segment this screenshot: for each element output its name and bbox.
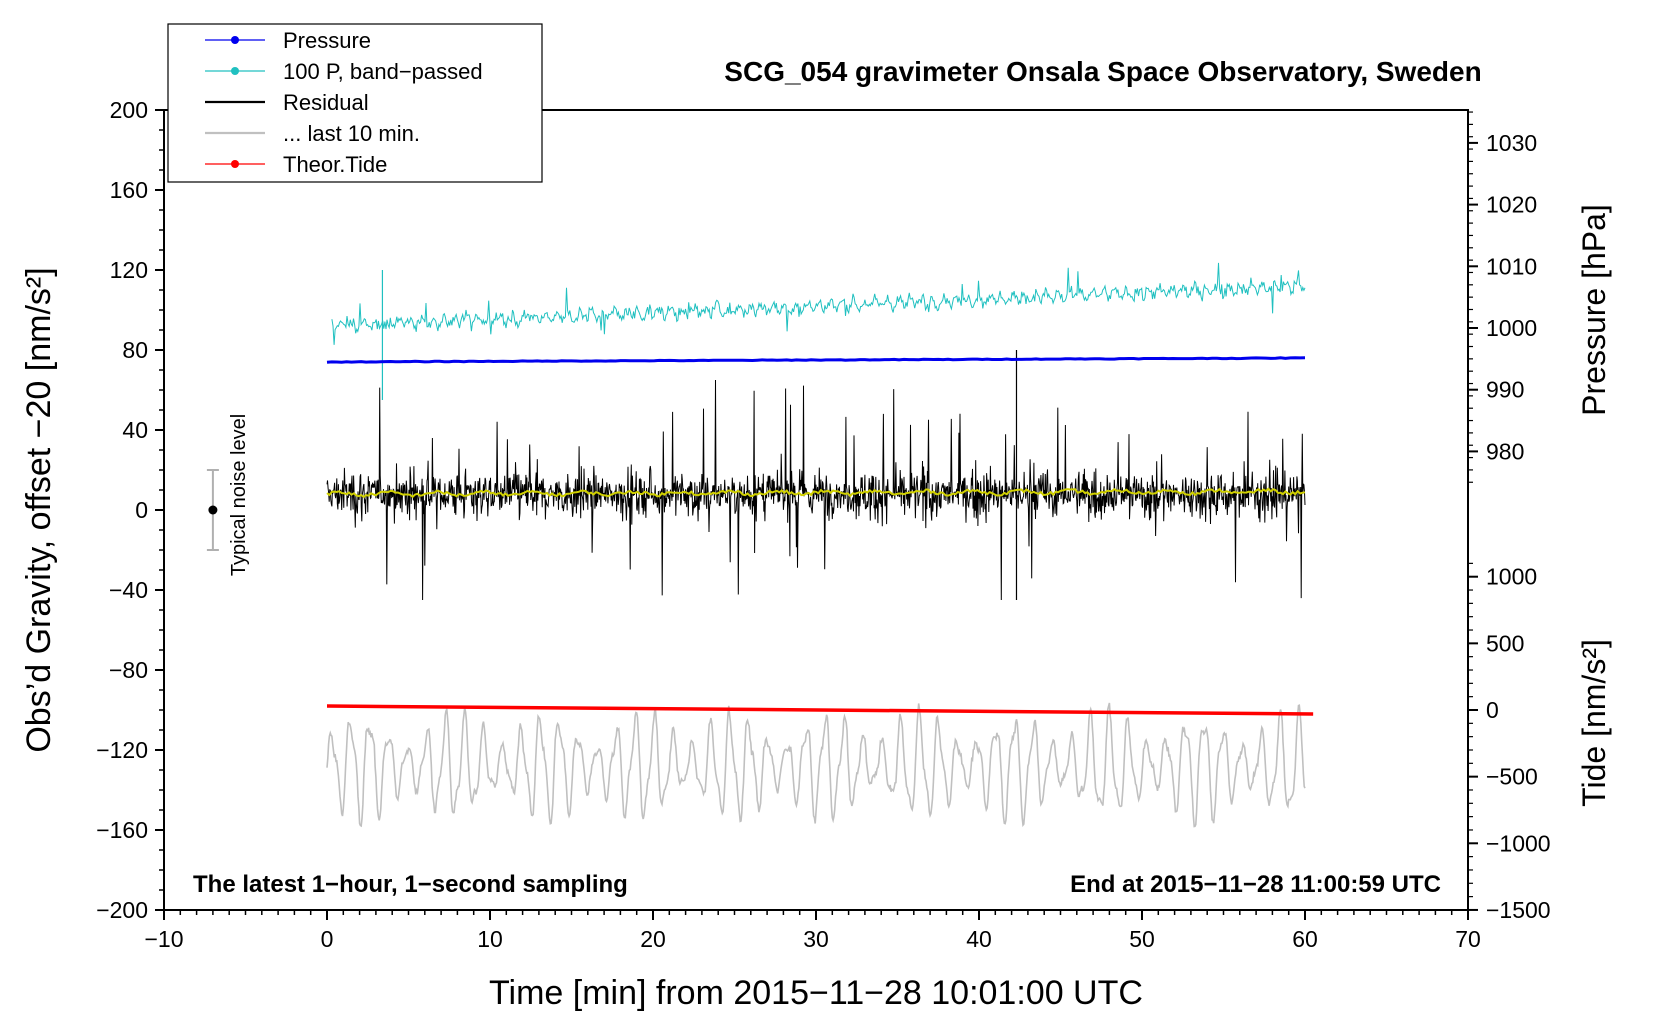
series-last-10-min bbox=[326, 702, 1306, 828]
legend-marker bbox=[231, 36, 239, 44]
x-tick-label: 50 bbox=[1129, 926, 1155, 952]
series-residual-smoothed bbox=[326, 487, 1306, 499]
legend-label: 100 P, band−passed bbox=[283, 59, 483, 84]
x-axis-title: Time [min] from 2015−11−28 10:01:00 UTC bbox=[489, 974, 1143, 1012]
right-axis-tide: −1500 −1000 −500 0 500 1000 bbox=[1468, 562, 1551, 923]
legend-label: Residual bbox=[283, 90, 369, 115]
pressure-axis-title: Pressure [hPa] bbox=[1576, 204, 1612, 416]
y-tick-label: 200 bbox=[110, 97, 148, 123]
x-tick-label: 30 bbox=[803, 926, 829, 952]
x-tick-label: 20 bbox=[640, 926, 666, 952]
left-axis: −200 −160 −120 −80 −40 0 40 80 120 160 200 bbox=[96, 97, 164, 923]
tide-tick-label: 1000 bbox=[1486, 564, 1537, 590]
legend-label: ... last 10 min. bbox=[283, 121, 420, 146]
legend-label: Pressure bbox=[283, 28, 371, 53]
series-pressure bbox=[326, 356, 1306, 364]
noise-level-label: Typical noise level bbox=[228, 414, 250, 576]
series-residual bbox=[326, 379, 1306, 601]
pressure-tick-label: 1030 bbox=[1486, 130, 1537, 156]
pressure-tick-label: 1000 bbox=[1486, 315, 1537, 341]
tide-tick-label: −1000 bbox=[1486, 830, 1551, 856]
chart-title: SCG_054 gravimeter Onsala Space Observat… bbox=[724, 56, 1481, 87]
legend-label: Theor.Tide bbox=[283, 152, 387, 177]
pressure-tick-label: 980 bbox=[1486, 438, 1524, 464]
x-tick-label: 70 bbox=[1455, 926, 1481, 952]
tide-tick-label: −500 bbox=[1486, 764, 1538, 790]
tide-tick-label: 0 bbox=[1486, 697, 1499, 723]
y-tick-label: −80 bbox=[109, 657, 148, 683]
y-tick-label: 120 bbox=[110, 257, 148, 283]
right-axis-pressure: 980 990 1000 1010 1020 1030 bbox=[1468, 111, 1537, 483]
y-axis-title: Obs’d Gravity, offset −20 [nm/s²] bbox=[20, 267, 58, 752]
series-layer bbox=[326, 262, 1314, 828]
right-note: End at 2015−11−28 11:00:59 UTC bbox=[1070, 871, 1441, 898]
x-tick-label: 0 bbox=[321, 926, 334, 952]
noise-level-indicator: Typical noise level bbox=[206, 414, 250, 576]
x-tick-label: −10 bbox=[144, 926, 183, 952]
pressure-tick-label: 990 bbox=[1486, 377, 1524, 403]
pressure-tick-label: 1020 bbox=[1486, 192, 1537, 218]
y-tick-label: −120 bbox=[96, 737, 148, 763]
noise-level-dot bbox=[208, 505, 218, 515]
tide-tick-label: −1500 bbox=[1486, 897, 1551, 923]
bottom-axis: −10 0 10 20 30 40 50 60 70 bbox=[144, 910, 1481, 952]
legend: Pressure 100 P, band−passed Residual ... la… bbox=[167, 23, 543, 183]
y-tick-label: 0 bbox=[135, 497, 148, 523]
left-note: The latest 1−hour, 1−second sampling bbox=[193, 871, 628, 898]
y-tick-label: 40 bbox=[122, 417, 148, 443]
legend-marker bbox=[231, 160, 239, 168]
x-tick-label: 10 bbox=[477, 926, 503, 952]
series-pressure-bandpassed bbox=[331, 262, 1306, 345]
tide-axis-title: Tide [nm/s²] bbox=[1576, 639, 1612, 807]
y-tick-label: 80 bbox=[122, 337, 148, 363]
series-theoretical-tide bbox=[326, 704, 1314, 716]
x-tick-label: 60 bbox=[1292, 926, 1318, 952]
y-tick-label: −40 bbox=[109, 577, 148, 603]
x-tick-label: 40 bbox=[966, 926, 992, 952]
y-tick-label: 160 bbox=[110, 177, 148, 203]
tide-tick-label: 500 bbox=[1486, 630, 1524, 656]
legend-marker bbox=[231, 67, 239, 75]
y-tick-label: −160 bbox=[96, 817, 148, 843]
y-tick-label: −200 bbox=[96, 897, 148, 923]
pressure-tick-label: 1010 bbox=[1486, 253, 1537, 279]
